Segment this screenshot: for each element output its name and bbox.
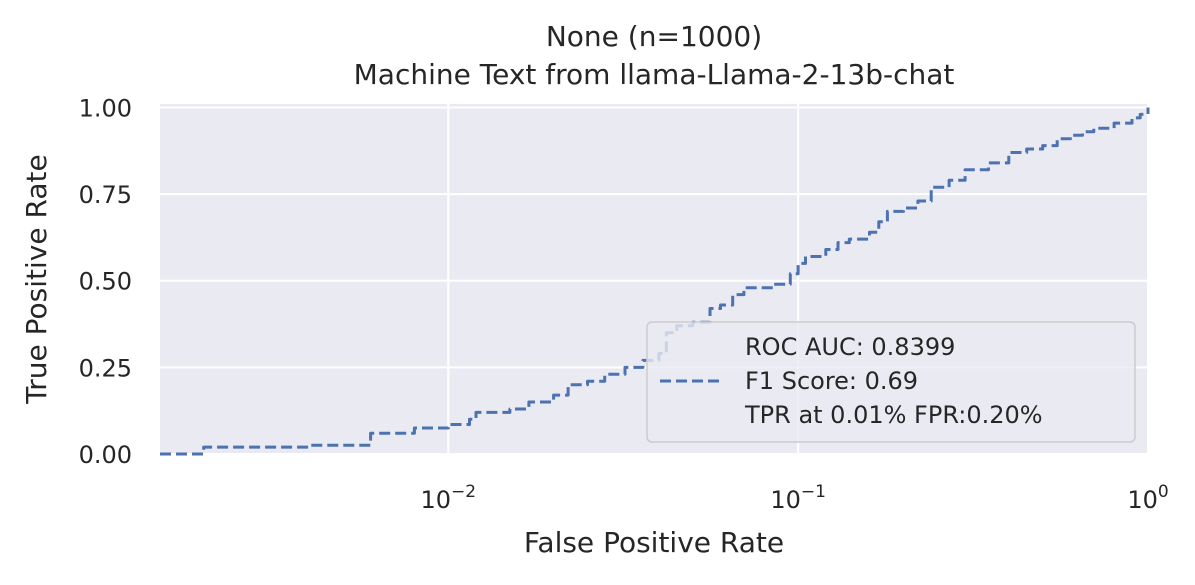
y-axis-label: True Positive Rate [20, 154, 53, 404]
series-layer [160, 107, 1150, 456]
legend-line-1: ROC AUC: 0.8399 [745, 333, 955, 361]
x-tick-label: 10−1 [770, 482, 826, 514]
y-tick-label: 0.75 [79, 181, 132, 209]
x-axis-label: False Positive Rate [524, 526, 784, 559]
legend-box [646, 321, 1136, 443]
legend-line-2: F1 Score: 0.69 [745, 367, 918, 395]
y-tick-labels: 0.00 0.25 0.50 0.75 1.00 [79, 94, 132, 469]
x-tick-label: 10−2 [420, 482, 476, 514]
chart-title: None (n=1000) [546, 20, 762, 53]
x-tick-labels: 10−2 10−1 100 [420, 482, 1168, 514]
chart-subtitle: Machine Text from llama-Llama-2-13b-chat [354, 58, 955, 91]
y-tick-label: 0.00 [79, 441, 132, 469]
y-tick-label: 0.50 [79, 268, 132, 296]
x-tick-label: 100 [1127, 482, 1168, 514]
legend-line-3: TPR at 0.01% FPR:0.20% [744, 401, 1043, 429]
y-tick-label: 0.25 [79, 354, 132, 382]
roc-curve-series [160, 107, 1150, 456]
y-tick-label: 1.00 [79, 94, 132, 122]
legend: ROC AUC: 0.8399 F1 Score: 0.69 TPR at 0.… [646, 321, 1136, 443]
